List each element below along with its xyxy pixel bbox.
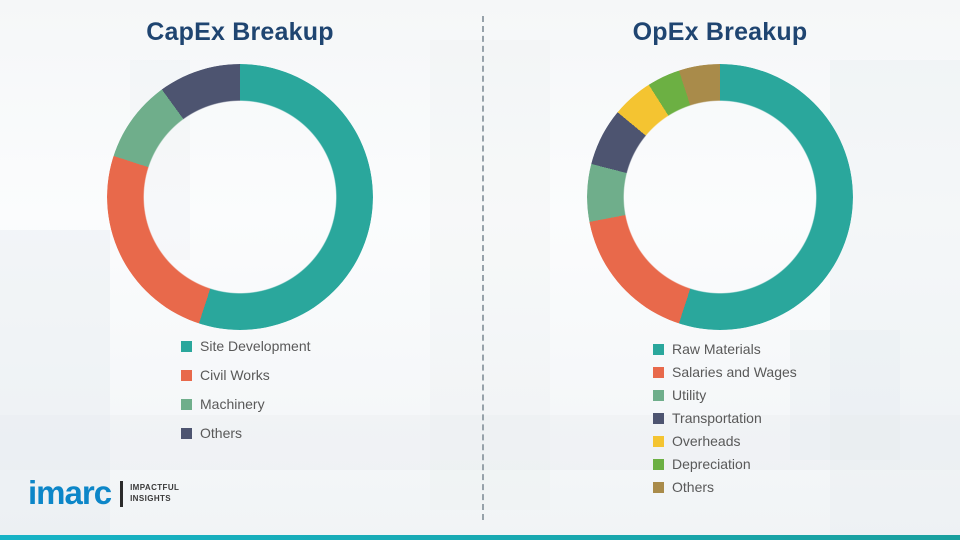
capex-donut-chart: [107, 64, 373, 330]
legend-label: Utility: [672, 387, 707, 403]
legend-item-depreciation: Depreciation: [653, 455, 797, 473]
legend-item-civil-works: Civil Works: [181, 366, 311, 384]
legend-item-others: Others: [181, 424, 311, 442]
background-photo-shape: [430, 40, 550, 510]
capex-chart-title: CapEx Breakup: [146, 18, 334, 46]
background-photo-shape: [790, 330, 900, 460]
legend-swatch: [653, 366, 664, 378]
legend-swatch: [653, 435, 664, 447]
legend-swatch: [653, 458, 664, 470]
legend-swatch: [653, 481, 664, 493]
imarc-logo-tagline-line2: INSIGHTS: [130, 493, 172, 503]
opex-legend: Raw Materials Salaries and Wages Utility Tr…: [653, 340, 797, 496]
legend-swatch: [653, 389, 664, 401]
legend-swatch: [181, 427, 192, 439]
background-photo-shape: [0, 415, 960, 470]
legend-label: Others: [672, 479, 715, 495]
imarc-logo-wordmark: imarc: [28, 474, 112, 511]
legend-label: Civil Works: [200, 367, 270, 383]
dashed-divider-line: [482, 16, 484, 520]
imarc-logo-separator: [120, 480, 124, 507]
legend-swatch: [653, 343, 664, 355]
legend-item-utility: Utility: [653, 386, 797, 404]
capex-legend: Site Development Civil Works Machinery Othe…: [181, 337, 311, 442]
background-photo-shape: [830, 60, 960, 540]
legend-swatch: [181, 369, 192, 381]
legend-swatch: [653, 412, 664, 424]
legend-item-raw-materials: Raw Materials: [653, 340, 797, 358]
legend-label: Site Development: [200, 338, 311, 354]
legend-label: Depreciation: [672, 456, 751, 472]
legend-swatch: [181, 398, 192, 410]
legend-item-site-development: Site Development: [181, 337, 311, 355]
legend-label: Machinery: [200, 396, 265, 412]
legend-item-others: Others: [653, 478, 797, 496]
legend-label: Raw Materials: [672, 341, 761, 357]
legend-swatch: [181, 340, 192, 352]
legend-item-transportation: Transportation: [653, 409, 797, 427]
legend-item-overheads: Overheads: [653, 432, 797, 450]
bottom-accent-bar: [0, 535, 960, 540]
imarc-logo: imarc IMPACTFUL INSIGHTS: [28, 476, 179, 509]
opex-donut-chart: [587, 64, 853, 330]
legend-item-salaries-and-wages: Salaries and Wages: [653, 363, 797, 381]
legend-label: Overheads: [672, 433, 741, 449]
legend-label: Salaries and Wages: [672, 364, 797, 380]
legend-label: Others: [200, 425, 243, 441]
legend-item-machinery: Machinery: [181, 395, 311, 413]
opex-chart-title: OpEx Breakup: [632, 18, 808, 46]
legend-label: Transportation: [672, 410, 762, 426]
imarc-logo-tagline-line1: IMPACTFUL: [130, 483, 180, 493]
imarc-logo-tagline: IMPACTFUL INSIGHTS: [130, 483, 179, 504]
